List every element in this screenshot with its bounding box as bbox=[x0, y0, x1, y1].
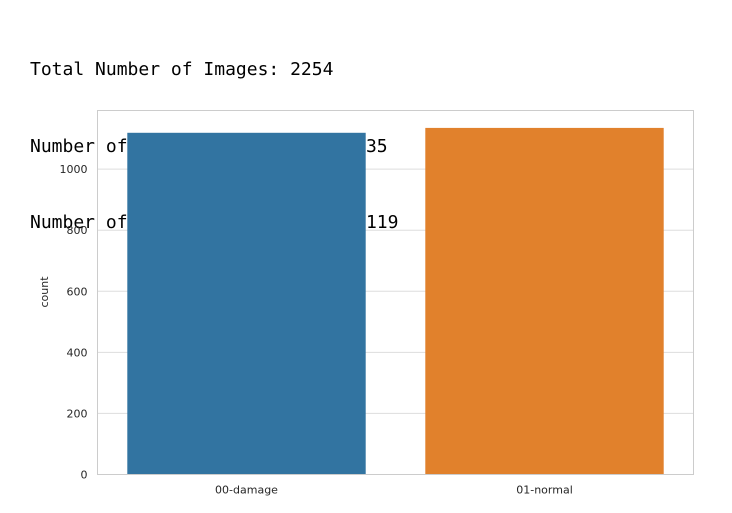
bar-00-damage bbox=[127, 132, 366, 475]
x-tick-label: 00-damage bbox=[215, 484, 278, 497]
x-tick-labels: 00-damage 01-normal bbox=[215, 484, 573, 497]
x-tick-label: 01-normal bbox=[516, 484, 573, 497]
y-tick-label: 1000 bbox=[60, 163, 88, 176]
bars bbox=[127, 127, 664, 475]
y-axis-label: count bbox=[38, 276, 51, 308]
bar-01-normal bbox=[425, 127, 664, 475]
y-tick-label: 200 bbox=[67, 407, 88, 420]
y-tick-label: 0 bbox=[81, 469, 88, 482]
plot-frame bbox=[97, 110, 694, 475]
y-tick-labels: 0 200 400 600 800 1000 bbox=[60, 163, 88, 481]
y-tick-label: 400 bbox=[67, 346, 88, 359]
y-tick-label: 600 bbox=[67, 285, 88, 298]
total-images-line: Total Number of Images: 2254 bbox=[30, 59, 334, 80]
y-tick-label: 800 bbox=[67, 224, 88, 237]
